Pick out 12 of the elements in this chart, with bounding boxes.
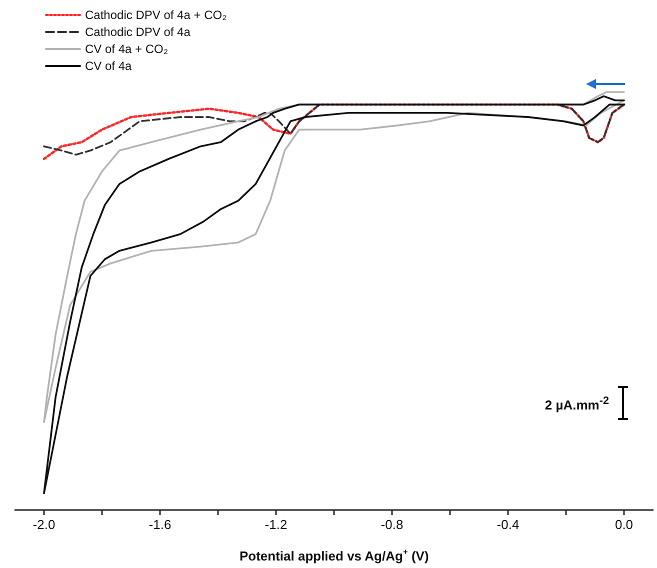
x-axis-title: Potential applied vs Ag/Ag+ (V): [239, 548, 429, 564]
legend-label: CV of 4a + CO₂: [85, 42, 168, 56]
x-tick-label: -0.8: [380, 517, 404, 532]
x-tick-label: -1.6: [148, 517, 172, 532]
legend-label: CV of 4a: [85, 59, 132, 73]
x-tick-label: 0.0: [614, 517, 634, 532]
x-tick-label: -1.2: [264, 517, 288, 532]
legend-label: Cathodic DPV of 4a + CO₂: [85, 8, 228, 22]
x-tick-label: -2.0: [32, 517, 56, 532]
x-tick-label: -0.4: [496, 517, 520, 532]
annotation: 2 µA.mm$^{-2}$: [544, 395, 609, 412]
legend-label: Cathodic DPV of 4a: [85, 25, 191, 39]
